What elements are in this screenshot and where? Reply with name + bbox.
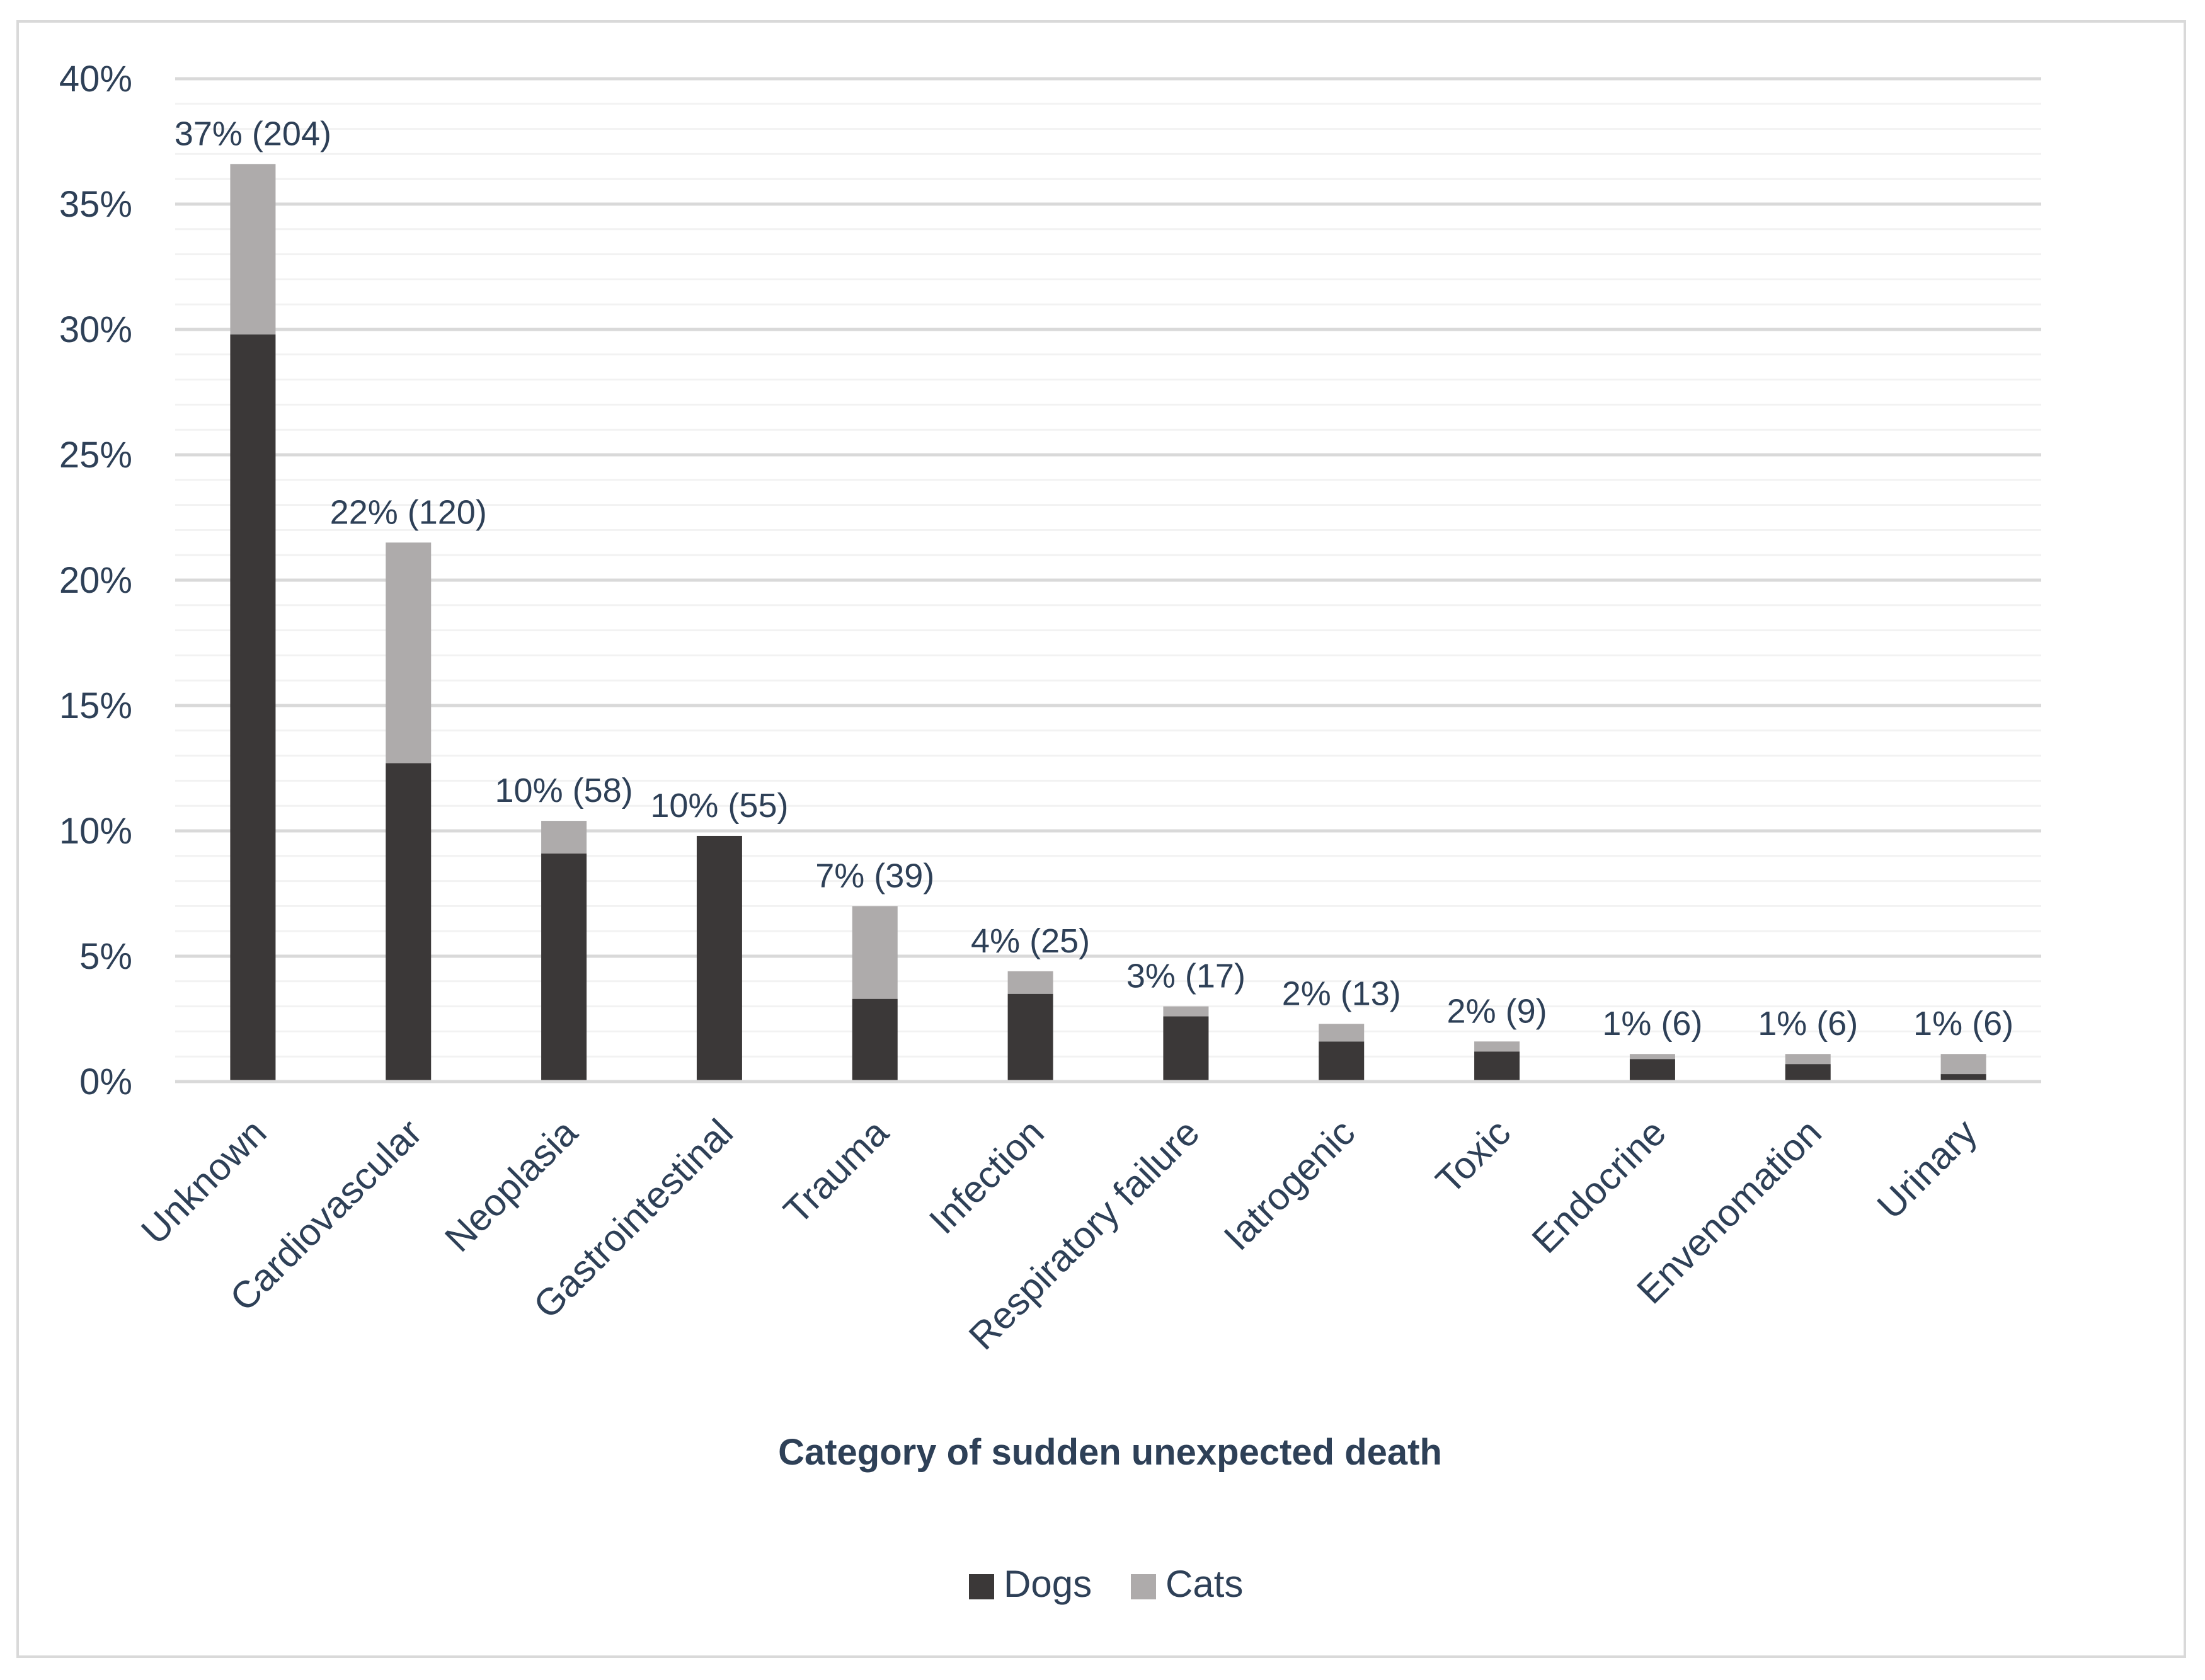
major-gridlines — [175, 77, 2041, 958]
legend: Dogs Cats — [969, 1563, 1243, 1605]
y-tick-label: 15% — [59, 685, 132, 726]
data-label: 37% (204) — [175, 115, 331, 152]
y-tick-label: 35% — [59, 184, 132, 225]
bar-cats — [1940, 1054, 1986, 1075]
data-label: 4% (25) — [971, 922, 1090, 960]
data-label: 22% (120) — [330, 493, 487, 531]
bar-dogs — [1940, 1074, 1986, 1082]
x-category-label: Endocrine — [1524, 1111, 1674, 1261]
data-label: 10% (58) — [495, 772, 633, 809]
data-label: 2% (13) — [1282, 974, 1401, 1012]
bar-dogs — [696, 835, 742, 1082]
bar-cats — [1629, 1054, 1675, 1060]
data-label: 3% (17) — [1126, 957, 1246, 995]
legend-label: Dogs — [1004, 1563, 1092, 1605]
bar-dogs — [1474, 1051, 1520, 1082]
bar-dogs — [386, 763, 432, 1082]
y-tick-label: 40% — [59, 59, 132, 100]
bar-dogs — [1785, 1064, 1831, 1082]
bar-cats — [1474, 1041, 1520, 1052]
bar-cats — [386, 542, 432, 763]
bar-cats — [541, 821, 587, 854]
y-tick-label: 25% — [59, 435, 132, 476]
bar-dogs — [1007, 993, 1053, 1082]
data-label: 7% (39) — [815, 857, 934, 894]
bar-cats — [852, 906, 898, 999]
y-tick-label: 30% — [59, 309, 132, 350]
x-axis-title: Category of sudden unexpected death — [778, 1432, 1442, 1473]
legend-label: Cats — [1166, 1563, 1243, 1605]
bar-cats — [230, 164, 276, 334]
bar-dogs — [230, 334, 276, 1082]
bar-cats — [1007, 971, 1053, 994]
data-labels: 37% (204) 22% (120) 10% (58) 10% (55) 7% (39… — [175, 115, 2013, 1043]
x-category-label: Iatrogenic — [1216, 1111, 1363, 1259]
data-label: 2% (9) — [1447, 992, 1547, 1030]
legend-swatch-dogs — [969, 1574, 994, 1599]
y-axis-tick-labels: 0% 5% 10% 15% 20% 25% 30% 35% 40% — [59, 59, 132, 1102]
x-category-label: Toxic — [1428, 1111, 1518, 1202]
data-label: 1% (6) — [1758, 1005, 1858, 1043]
bar-dogs — [852, 998, 898, 1082]
data-label: 1% (6) — [1602, 1005, 1702, 1043]
x-category-label: Unknown — [133, 1111, 274, 1252]
x-category-label: Infection — [921, 1111, 1052, 1242]
bar-dogs — [1629, 1059, 1675, 1082]
minor-gridlines — [175, 103, 2041, 1058]
data-label: 1% (6) — [1913, 1005, 2013, 1043]
y-tick-label: 20% — [59, 560, 132, 601]
y-tick-label: 10% — [59, 811, 132, 852]
chart-frame — [16, 20, 2186, 1658]
y-tick-label: 5% — [79, 936, 132, 977]
bar-cats — [1785, 1054, 1831, 1065]
bar-dogs — [1163, 1016, 1209, 1082]
x-category-label: Trauma — [776, 1111, 896, 1231]
bar-dogs — [1319, 1041, 1365, 1082]
x-category-label: Neoplasia — [437, 1111, 586, 1260]
legend-swatch-cats — [1131, 1574, 1156, 1599]
x-category-label: Urinary — [1869, 1111, 1985, 1227]
y-tick-label: 0% — [79, 1061, 132, 1102]
bars — [230, 164, 1986, 1082]
data-label: 10% (55) — [650, 787, 788, 825]
bar-cats — [1163, 1006, 1209, 1017]
bar-dogs — [541, 853, 587, 1082]
bar-cats — [1319, 1024, 1365, 1042]
